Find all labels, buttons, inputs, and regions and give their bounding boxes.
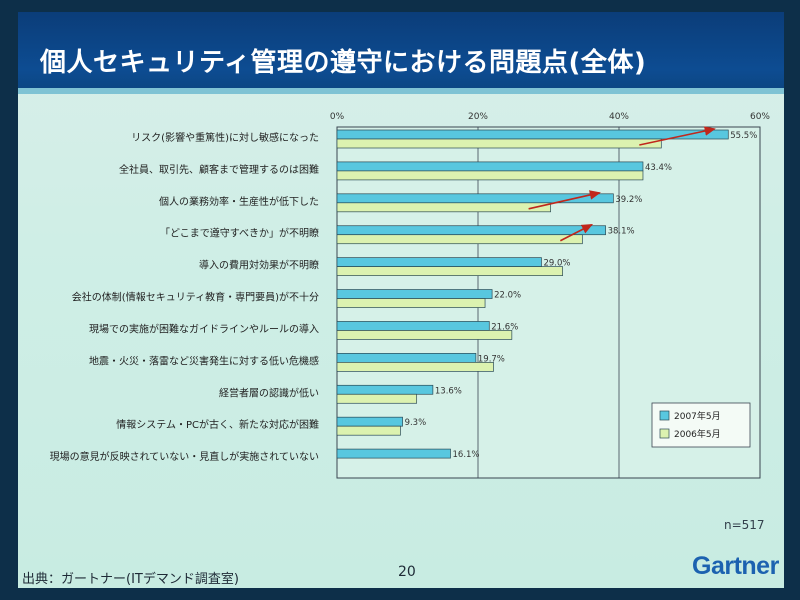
data-label-2007: 22.0% — [494, 291, 521, 301]
x-tick-label: 20% — [468, 112, 488, 122]
category-label: 経営者層の認識が低い — [219, 386, 319, 399]
bar-2006 — [336, 298, 486, 308]
trend-arrow — [528, 190, 601, 210]
page-title: 個人セキュリティ管理の遵守における問題点(全体) — [40, 48, 647, 78]
trend-arrow — [559, 223, 594, 242]
bar-2007 — [336, 289, 493, 299]
x-tick-label: 40% — [609, 112, 629, 122]
data-label-2007: 43.4% — [645, 163, 672, 173]
category-label: 会社の体制(情報セキュリティ教育・専門要員)が不十分 — [72, 291, 319, 304]
bar-2006 — [336, 393, 418, 404]
bar-2006 — [336, 138, 662, 149]
data-label-2007: 39.2% — [615, 195, 642, 205]
bar-2006 — [336, 266, 563, 276]
data-label-2007: 19.7% — [478, 354, 505, 364]
category-label: 情報システム・PCが古く、新たな対応が困難 — [116, 418, 319, 431]
category-label: 全社員、取引先、顧客まで管理するのは困難 — [119, 163, 319, 176]
data-label-2007: 9.3% — [405, 418, 427, 428]
bar-2007 — [336, 448, 451, 459]
bar-2007 — [336, 161, 644, 172]
legend-swatch — [659, 410, 670, 421]
category-label: 個人の業務効率・生産性が低下した — [159, 195, 319, 208]
bar-2006 — [336, 362, 494, 372]
data-label-2007: 16.1% — [453, 450, 480, 460]
legend-swatch — [659, 428, 670, 439]
legend-label: 2006年5月 — [674, 428, 721, 440]
category-label: リスク(影響や重篤性)に対し敏感になった — [131, 131, 319, 144]
bar-2006 — [336, 425, 401, 436]
bar-2007 — [336, 257, 542, 267]
legend-label: 2007年5月 — [674, 410, 721, 422]
category-label: 地震・火災・落雷など災害発生に対する低い危機感 — [89, 354, 319, 367]
data-label-2007: 21.6% — [491, 322, 518, 332]
data-label-2007: 29.0% — [543, 259, 570, 269]
bar-2006 — [336, 330, 513, 340]
legend-box — [651, 402, 751, 448]
data-label-2007: 55.5% — [730, 131, 757, 141]
category-label: 「どこまで遵守すべきか」が不明瞭 — [160, 227, 319, 240]
bar-2007 — [336, 384, 434, 395]
source-note: 出典：ガートナー(ITデマンド調査室) — [22, 572, 239, 587]
page-number: 20 — [398, 564, 416, 580]
sample-size-label: n=517 — [724, 518, 765, 532]
bar-2007 — [336, 321, 490, 331]
bar-2006 — [336, 170, 644, 181]
bar-2006 — [336, 234, 583, 245]
category-label: 導入の費用対効果が不明瞭 — [199, 259, 319, 272]
bar-2007 — [336, 416, 403, 427]
trend-arrow — [639, 126, 716, 146]
data-label-2007: 13.6% — [435, 386, 462, 396]
title-stripe — [18, 88, 784, 94]
category-label: 現場の意見が反映されていない・見直しが実施されていない — [50, 450, 319, 463]
bar-2007 — [336, 129, 729, 140]
x-tick-label: 0% — [330, 112, 345, 122]
data-label-2007: 38.1% — [608, 227, 635, 237]
title-bar: 個人セキュリティ管理の遵守における問題点(全体) — [18, 12, 784, 94]
x-tick-label: 60% — [750, 112, 770, 122]
bar-2006 — [336, 202, 551, 213]
bar-2007 — [336, 225, 606, 236]
category-label: 現場での実施が困難なガイドラインやルールの導入 — [89, 322, 319, 335]
bar-2007 — [336, 353, 477, 363]
gartner-logo: Gartner — [692, 552, 779, 580]
